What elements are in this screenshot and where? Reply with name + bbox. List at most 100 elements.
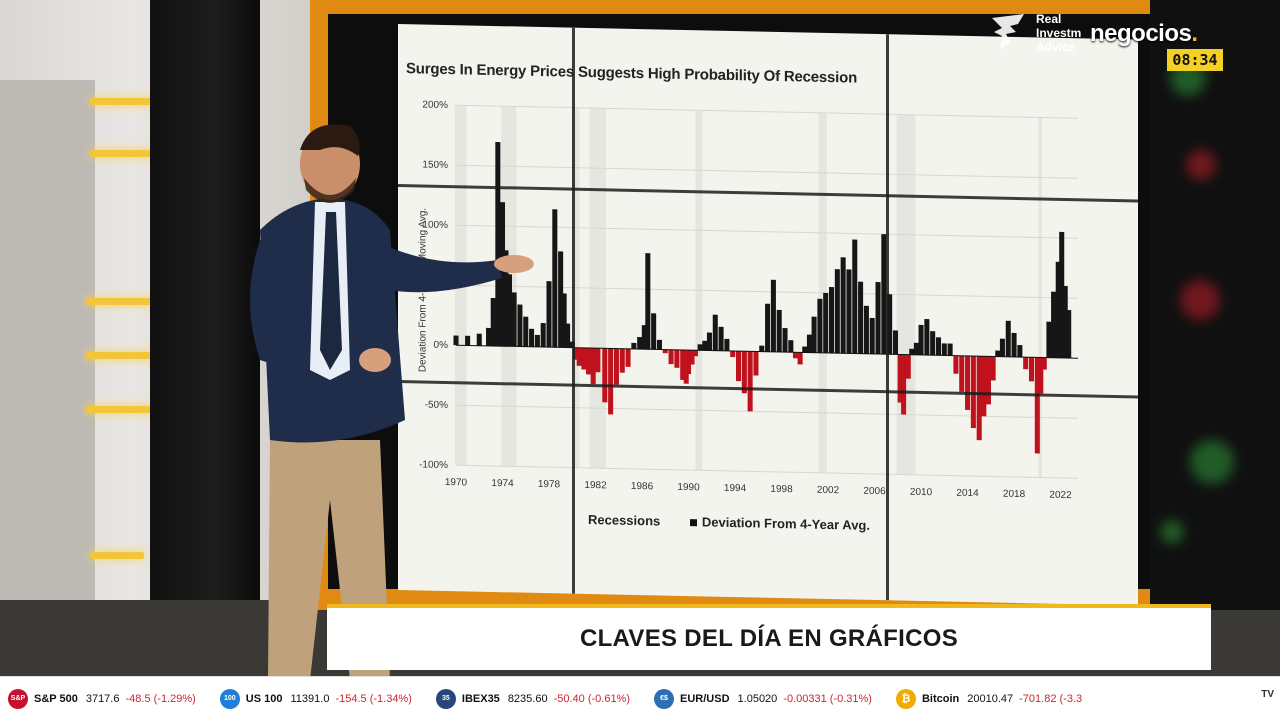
panel-seam-vertical [886, 34, 889, 601]
data-bar [581, 347, 587, 370]
data-bar [759, 345, 765, 352]
panel-seam-vertical [572, 27, 575, 594]
data-bar [602, 348, 608, 403]
data-bar [668, 349, 674, 365]
data-bar [953, 355, 959, 374]
data-bar [817, 298, 823, 353]
data-bar [625, 348, 631, 367]
data-bar [852, 239, 858, 354]
y-tick-label: 0% [434, 340, 449, 351]
data-bar [941, 343, 947, 356]
zero-line [456, 344, 1078, 359]
data-bar [802, 346, 808, 353]
ticker-value: 11391.0 [290, 692, 330, 705]
data-bar [506, 274, 513, 347]
data-bar [637, 337, 643, 350]
ticker-change: -154.5 (-1.34%) [335, 692, 412, 705]
data-bar [735, 351, 742, 382]
data-bar [806, 334, 812, 353]
data-bar [595, 348, 601, 373]
data-bar [985, 356, 992, 405]
ria-line3: Advice [1036, 40, 1076, 54]
data-bar [792, 352, 799, 359]
data-bar [1051, 291, 1057, 358]
data-bar [523, 316, 529, 347]
y-tick-label: -100% [419, 459, 448, 471]
data-bar [935, 337, 942, 356]
data-bar [924, 319, 930, 356]
data-bar [965, 355, 971, 410]
ticker-item: 100 US 100 11391.0 -154.5 (-1.34%) [219, 688, 412, 709]
gridline [456, 464, 1078, 479]
data-bar [718, 326, 724, 351]
data-bar [990, 356, 996, 381]
data-bar [476, 333, 482, 346]
ticker-value: 8235.60 [507, 692, 548, 705]
data-bar [651, 313, 657, 350]
data-bar [753, 351, 759, 376]
ticker-name: EUR/USD [680, 692, 730, 705]
chart-screen: 200%150%100%50%0%-50%-100%19701974197819… [398, 24, 1138, 606]
data-bar [511, 292, 517, 347]
data-bar [858, 281, 864, 354]
data-bar [540, 322, 546, 348]
data-bar [453, 335, 459, 346]
channel-logo: negocios. [1090, 20, 1198, 48]
bokeh-light [1160, 520, 1184, 544]
energy-recession-chart: 200%150%100%50%0%-50%-100%19701974197819… [419, 100, 1078, 501]
x-tick-label: 1974 [491, 478, 514, 489]
gridline [456, 164, 1078, 179]
data-bar [905, 354, 911, 379]
channel-logo-dot: . [1191, 20, 1198, 47]
data-bar [918, 324, 924, 356]
y-tick-label: 200% [422, 100, 448, 112]
data-bar [811, 316, 817, 353]
bokeh-light [1186, 150, 1216, 180]
x-tick-label: 2018 [1003, 489, 1026, 500]
ticker-change: -48.5 (-1.29%) [125, 692, 196, 705]
light-strip [86, 298, 166, 305]
sp500-icon: S&P [8, 688, 28, 709]
data-bar [981, 356, 987, 417]
data-bar [552, 209, 558, 348]
data-bar [741, 351, 747, 394]
data-bar [959, 355, 965, 392]
data-bar [976, 356, 982, 441]
x-tick-label: 1970 [445, 477, 468, 488]
x-tick-label: 2002 [817, 485, 840, 496]
data-bar [829, 287, 835, 354]
ticker-name: IBEX35 [461, 692, 500, 705]
y-tick-label: 100% [422, 220, 448, 232]
light-strip [90, 98, 190, 105]
ria-line2: Investm [1036, 26, 1082, 40]
ticker-change: -701.82 (-3.3 [1019, 692, 1083, 705]
bokeh-light [1190, 440, 1234, 484]
data-bar [495, 142, 501, 347]
data-bar [840, 257, 846, 354]
data-bar [947, 343, 953, 356]
ticker-name: Bitcoin [921, 692, 960, 705]
data-bar [586, 347, 592, 375]
data-bar [692, 350, 699, 357]
data-bar [901, 354, 907, 415]
data-bar [834, 269, 840, 354]
data-bar [590, 348, 596, 385]
ticker-name: US 100 [245, 692, 283, 705]
data-bar [465, 335, 471, 346]
ticker-item: €$ EUR/USD 1.05020 -0.00331 (-0.31%) [654, 688, 872, 709]
tv-badge: TV [1261, 689, 1274, 700]
ticker-change: -50.40 (-0.61%) [553, 692, 631, 705]
x-tick-label: 1990 [677, 482, 700, 493]
data-bar [631, 342, 637, 349]
data-bar [913, 342, 919, 355]
eurusd-icon: €$ [654, 688, 675, 709]
data-bar [770, 279, 776, 352]
eagle-icon [992, 14, 1024, 50]
data-bar [565, 323, 571, 348]
data-bar [995, 350, 1001, 357]
data-bar [706, 332, 712, 351]
data-bar [608, 348, 614, 415]
data-bar [517, 304, 523, 347]
broadcast-clock: 08:34 [1167, 49, 1223, 71]
lower-third-banner: CLAVES DEL DÍA EN GRÁFICOS [327, 604, 1211, 670]
